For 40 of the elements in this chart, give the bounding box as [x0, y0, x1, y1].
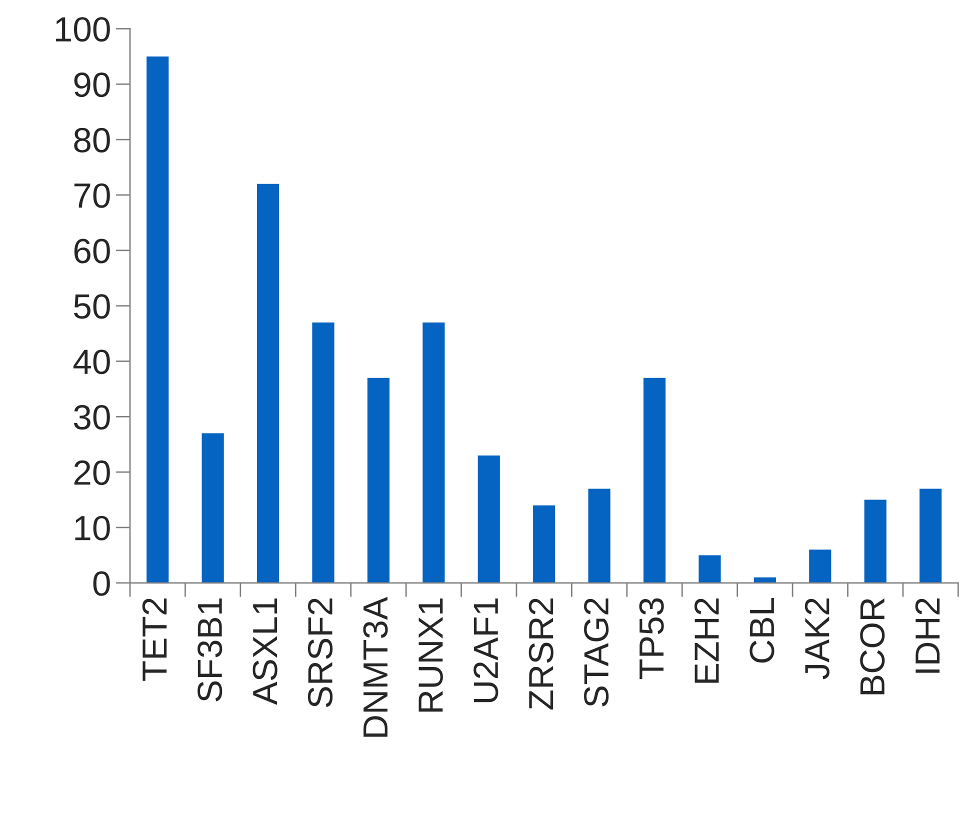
bar: [643, 378, 666, 583]
bar: [920, 488, 942, 583]
y-tick-label: 30: [74, 404, 110, 430]
x-tick-label: IDH2: [915, 598, 940, 673]
bar: [367, 378, 390, 583]
x-tick-label: TP53: [639, 598, 664, 680]
bar: [809, 550, 832, 583]
y-tick-label: 90: [74, 72, 110, 98]
x-tick-label: SF3B1: [198, 598, 222, 702]
bar: [533, 505, 556, 583]
y-tick-label: 40: [73, 350, 110, 374]
x-tick-label: CBL: [750, 598, 774, 663]
y-tick-label: 0: [93, 571, 110, 596]
x-tick-label: U2AF1: [474, 598, 498, 702]
y-tick-label: 50: [74, 294, 110, 319]
y-tick-label: 20: [74, 460, 110, 485]
x-tick-label: JAK2: [804, 598, 830, 680]
bar: [422, 322, 445, 583]
x-tick-label: DNMT3A: [363, 596, 388, 737]
x-tick-label: SRSF2: [308, 598, 333, 708]
bar: [588, 488, 610, 583]
y-tick-label: 60: [74, 238, 110, 264]
bar: [312, 322, 334, 583]
y-tick-label: 10: [75, 516, 110, 540]
x-tick-label: TET2: [142, 598, 167, 681]
x-tick-label: EZH2: [694, 598, 719, 683]
bar: [864, 500, 886, 583]
bar: [478, 455, 500, 583]
x-tick-label: ZRSR2: [528, 598, 554, 710]
bar: [202, 433, 224, 583]
bar: [256, 184, 280, 583]
y-tick-label: 100: [56, 17, 110, 42]
bar: [698, 555, 721, 583]
x-tick-label: RUNX1: [418, 598, 443, 712]
x-tick-label: ASXL1: [252, 598, 278, 705]
x-tick-label: BCOR: [860, 598, 885, 694]
bar: [146, 56, 169, 583]
y-tick-label: 70: [74, 183, 110, 208]
x-tick-label: STAG2: [584, 598, 609, 707]
y-tick-label: 80: [74, 128, 110, 152]
